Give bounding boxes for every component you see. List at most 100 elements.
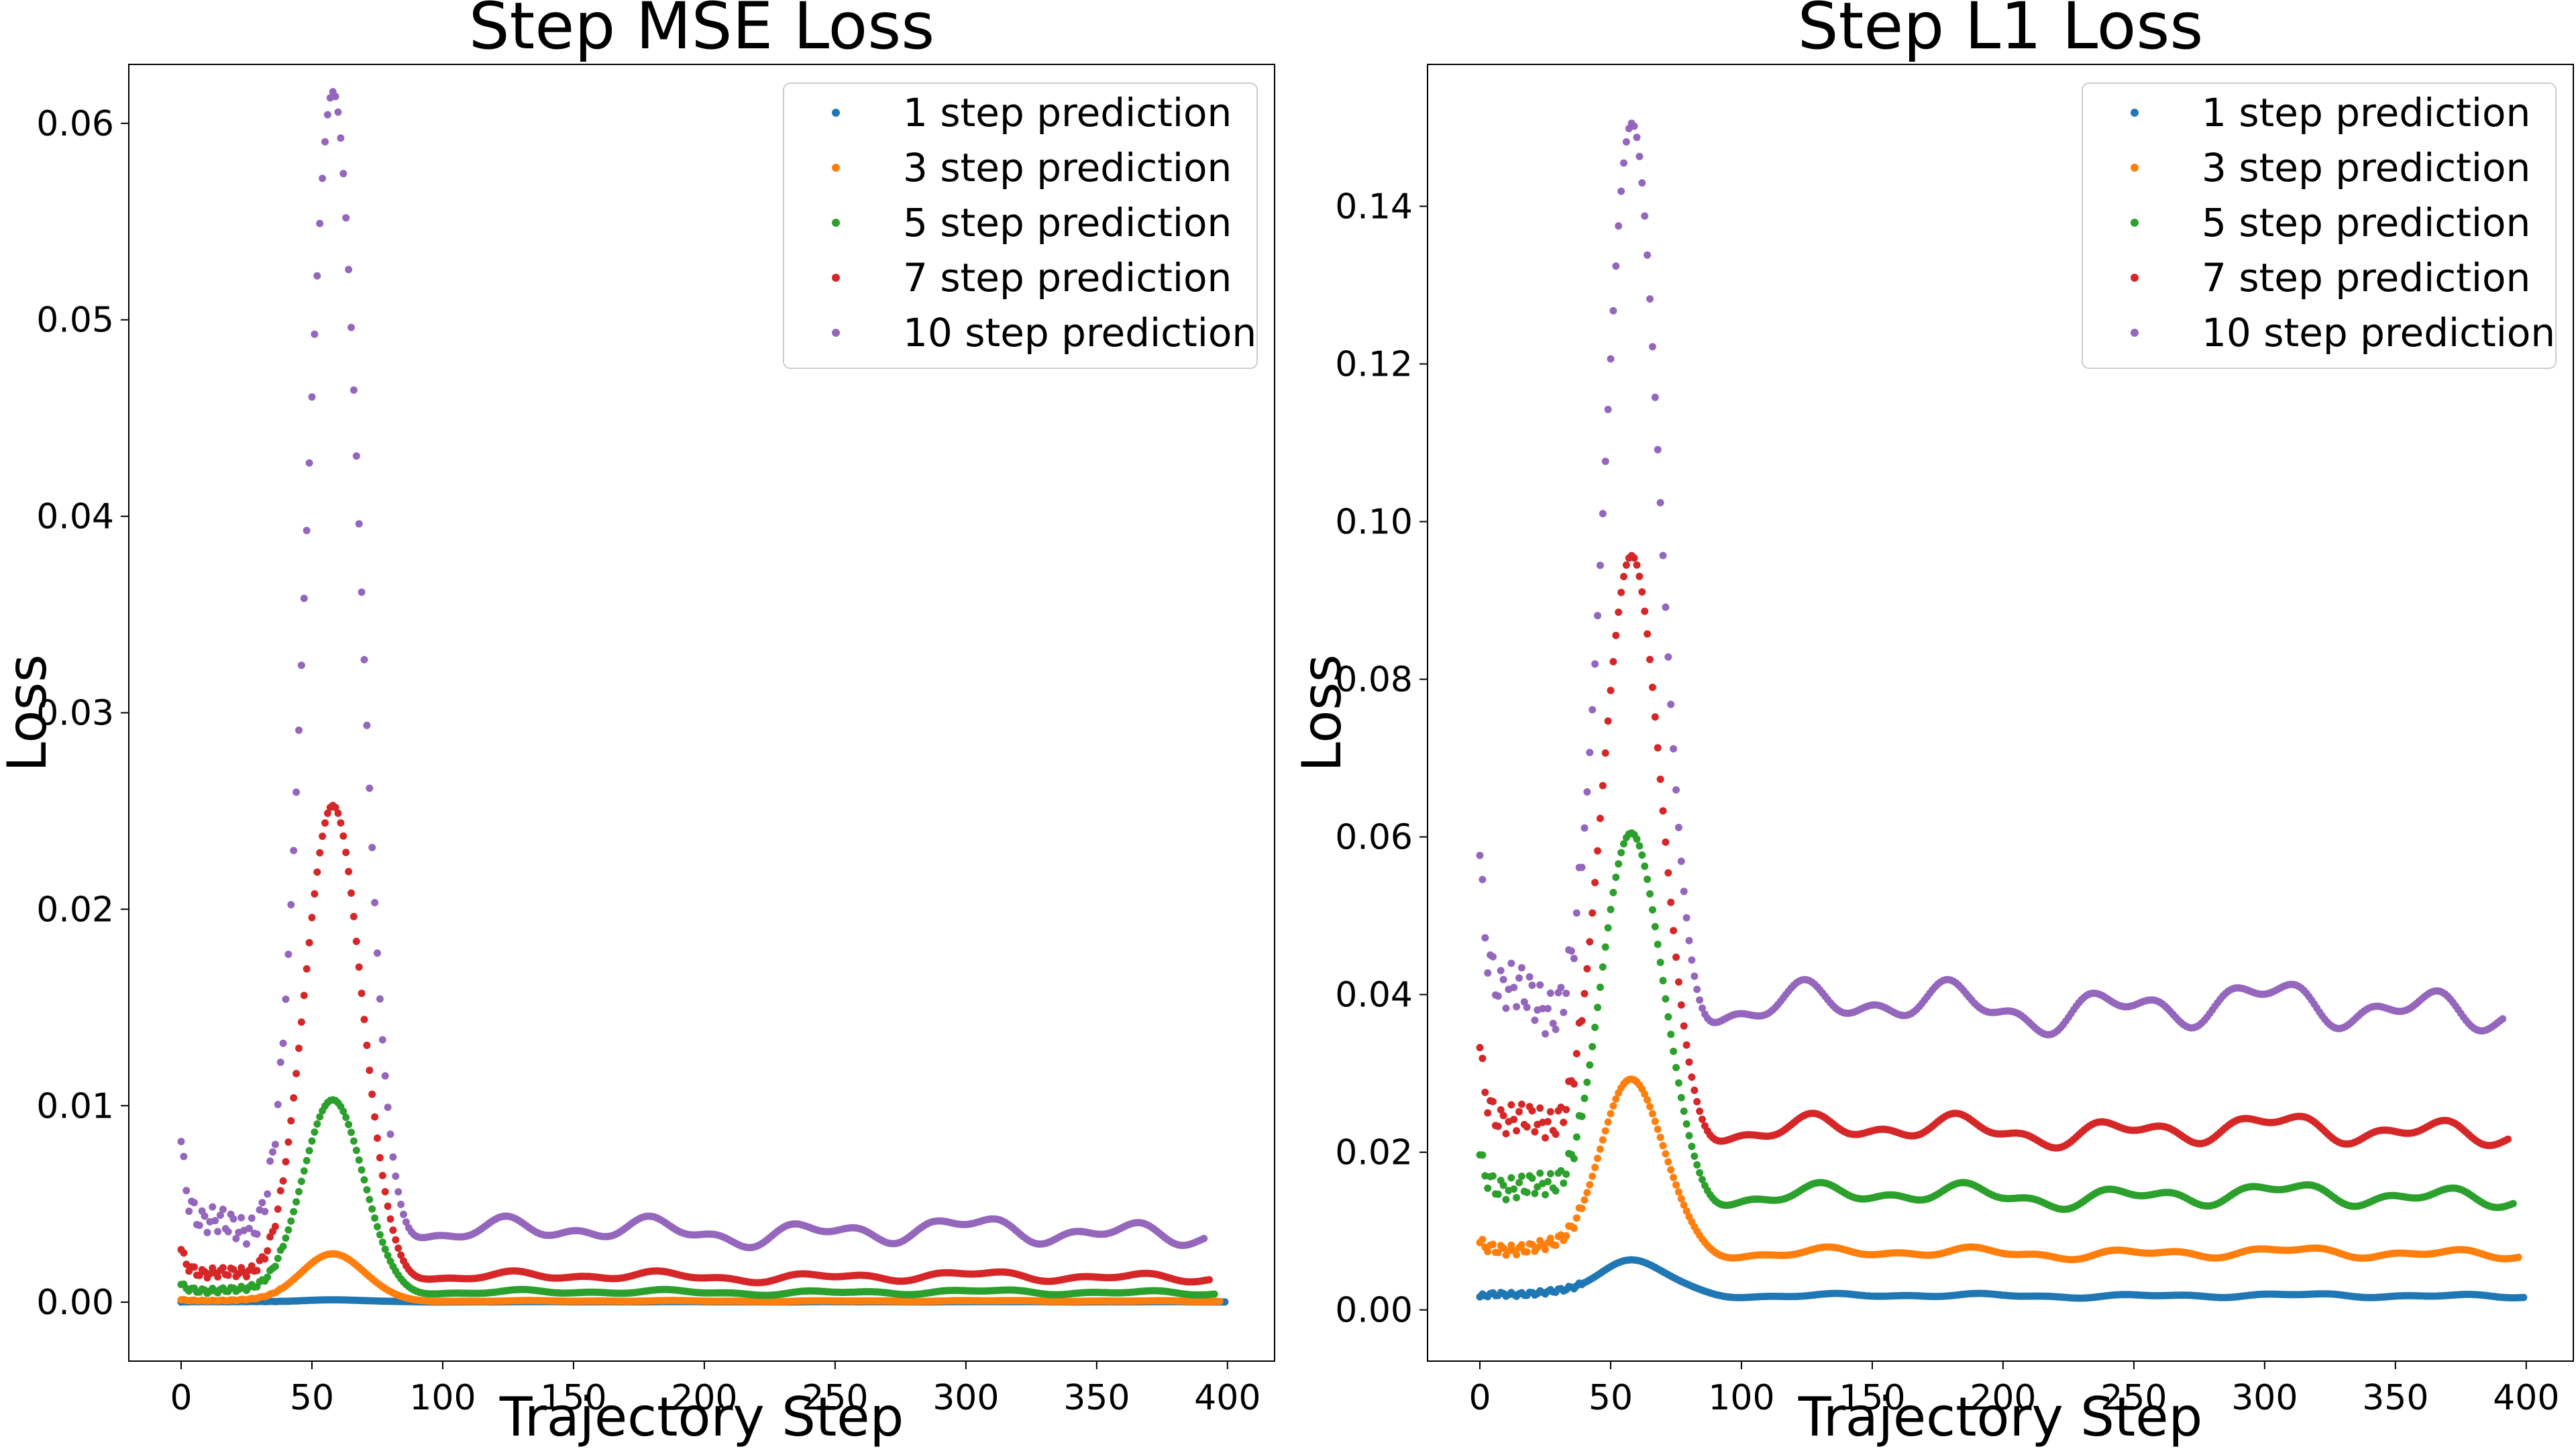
data-point: [1479, 1236, 1487, 1244]
data-point: [1507, 959, 1515, 967]
data-point: [201, 1212, 209, 1220]
data-point: [300, 1167, 308, 1175]
x-tick-label: 400: [2493, 1378, 2559, 1418]
data-point: [1609, 307, 1617, 315]
data-point: [1654, 445, 1662, 453]
y-tick-label: 0.08: [1335, 660, 1413, 700]
data-point: [1651, 922, 1659, 930]
data-point: [253, 1267, 261, 1275]
data-point: [303, 527, 311, 535]
data-point: [350, 912, 358, 920]
data-point: [345, 1120, 353, 1128]
data-point: [334, 108, 342, 116]
data-point: [1580, 989, 1589, 998]
data-point: [1517, 964, 1525, 972]
chart-title: Step MSE Loss: [469, 0, 935, 64]
y-tick-label: 0.06: [1335, 818, 1413, 858]
data-point: [355, 963, 363, 971]
y-axis-label: Loss: [1291, 654, 1353, 771]
data-point: [243, 1273, 250, 1281]
x-tick-label: 50: [290, 1378, 334, 1418]
data-point: [1494, 1190, 1502, 1198]
data-point: [1578, 863, 1586, 871]
data-point: [1476, 851, 1484, 859]
data-point: [386, 1215, 394, 1223]
data-point: [1677, 1195, 1685, 1203]
data-point: [347, 323, 355, 331]
data-point: [1510, 1185, 1518, 1193]
data-point: [1523, 1123, 1531, 1131]
data-point: [303, 965, 311, 973]
data-point: [1594, 612, 1601, 620]
data-point: [347, 889, 355, 897]
data-point: [1589, 706, 1597, 714]
data-point: [1659, 977, 1667, 985]
data-point: [1484, 969, 1492, 977]
data-point: [1620, 840, 1627, 848]
data-point: [191, 1199, 198, 1207]
data-point: [290, 847, 298, 855]
legend-entry: 3 step prediction: [2131, 145, 2530, 191]
data-point: [337, 134, 345, 142]
data-point: [368, 843, 376, 851]
data-point: [1620, 159, 1627, 167]
data-point: [389, 1153, 397, 1161]
data-point: [1570, 955, 1578, 963]
data-point: [1651, 1118, 1659, 1126]
data-point: [1484, 1184, 1492, 1192]
data-point: [311, 890, 319, 898]
data-point: [1599, 782, 1607, 790]
data-point: [1607, 686, 1615, 694]
data-point: [1609, 1102, 1617, 1110]
l1-loss-panel: Step L1 Loss 0.00 0.02 0.04 0.06 0.08 0.10 0.1…: [1291, 0, 2574, 1448]
data-point: [1670, 1173, 1678, 1181]
data-point: [1572, 909, 1580, 917]
data-point: [1568, 947, 1575, 955]
data-point: [378, 1238, 386, 1246]
data-point: [1570, 1080, 1578, 1088]
data-point: [1648, 906, 1656, 914]
data-point: [1662, 1150, 1670, 1158]
x-tick-label: 50: [1589, 1378, 1633, 1418]
data-point: [1489, 1097, 1497, 1106]
data-point: [1476, 1044, 1484, 1052]
data-point: [394, 1244, 402, 1252]
data-point: [1648, 1110, 1656, 1118]
data-point: [1696, 1169, 1704, 1177]
data-point: [311, 1128, 319, 1136]
data-point: [392, 1172, 400, 1180]
data-point: [1507, 1101, 1515, 1109]
mse-loss-panel: Step MSE Loss 0.000.010.020.030.040.050.…: [0, 0, 1275, 1448]
legend-entry: 10 step prediction: [2131, 310, 2555, 356]
data-point: [1672, 786, 1680, 794]
data-point: [1633, 133, 1641, 142]
data-point: [274, 1205, 282, 1213]
data-point: [1644, 630, 1652, 638]
data-point: [1612, 262, 1620, 270]
legend-label: 5 step prediction: [2202, 200, 2530, 246]
data-point: [297, 1018, 305, 1026]
data-point: [1479, 1151, 1487, 1159]
data-point: [1481, 1088, 1489, 1096]
data-point: [363, 1041, 371, 1049]
data-point: [1674, 824, 1682, 831]
data-point: [384, 1252, 392, 1260]
data-point: [1499, 975, 1507, 983]
legend-entry: 1 step prediction: [2131, 90, 2530, 136]
data-point: [1552, 1026, 1560, 1033]
data-point: [363, 1186, 371, 1194]
data-point: [368, 1090, 376, 1098]
data-point: [1513, 1127, 1521, 1135]
legend-label: 5 step prediction: [903, 200, 1232, 246]
data-point: [1484, 1248, 1492, 1256]
data-point: [1680, 888, 1688, 896]
data-point: [229, 1265, 237, 1273]
data-point: [1542, 1191, 1549, 1199]
data-point: [214, 1273, 222, 1281]
data-point: [1499, 1112, 1507, 1120]
data-point: [1644, 1096, 1652, 1104]
x-axis-label: Trajectory Step: [499, 1386, 904, 1448]
data-point: [219, 1205, 227, 1214]
data-point: [1205, 1276, 1213, 1284]
